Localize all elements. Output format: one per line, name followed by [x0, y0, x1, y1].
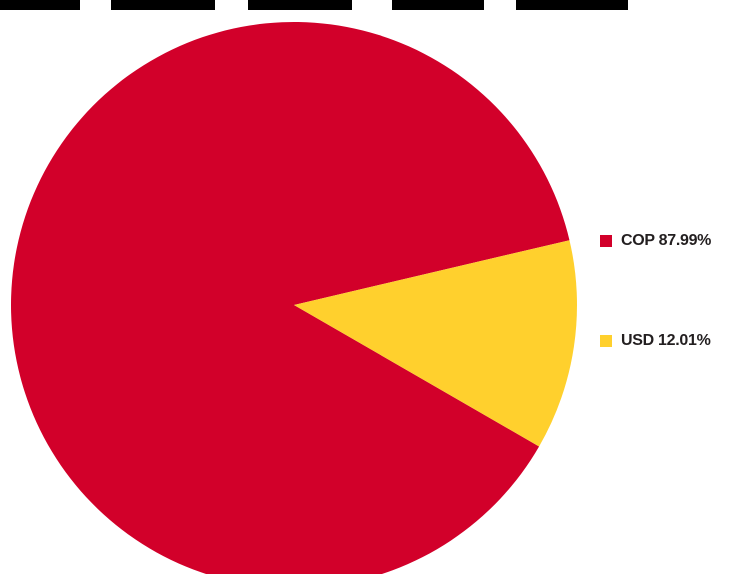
legend-label-usd: USD 12.01%: [621, 332, 711, 349]
legend-item-cop: COP 87.99%: [600, 232, 711, 250]
title-fragment: [0, 0, 80, 10]
pie-slice-cop: [11, 22, 570, 574]
pie-slice-usd: [294, 240, 578, 447]
legend-swatch-usd: [600, 335, 612, 347]
pie-slices: [11, 22, 578, 574]
title-fragment: [111, 0, 215, 10]
legend-label-cop: COP 87.99%: [621, 232, 712, 249]
legend-swatch-cop: [600, 235, 612, 247]
title-fragment: [392, 0, 484, 10]
legend-item-usd: USD 12.01%: [600, 332, 711, 350]
cropped-title-fragment: [0, 0, 752, 10]
title-fragment: [516, 0, 628, 10]
title-fragment: [248, 0, 352, 10]
